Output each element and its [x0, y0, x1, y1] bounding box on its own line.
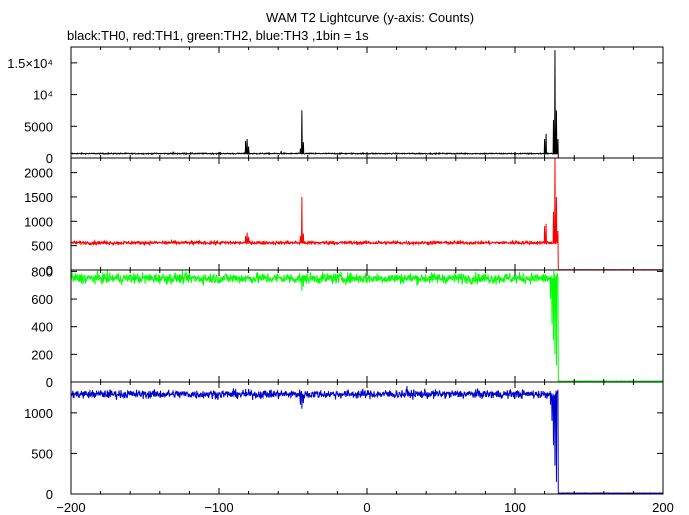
chart-subtitle: black:TH0, red:TH1, green:TH2, blue:TH3 … [67, 28, 369, 43]
x-tick-label: −100 [204, 500, 233, 515]
y-tick-label: 2000 [24, 166, 53, 181]
y-tick-label: 0 [46, 151, 53, 166]
chart-title: WAM T2 Lightcurve (y-axis: Counts) [266, 10, 474, 25]
y-tick-label: 0 [46, 487, 53, 502]
y-tick-label: 1000 [24, 214, 53, 229]
y-tick-label: 1500 [24, 190, 53, 205]
x-tick-label: 0 [363, 500, 370, 515]
panel-frame-4 [70, 381, 664, 495]
x-tick-label: 200 [652, 500, 674, 515]
y-tick-label: 400 [31, 320, 53, 335]
series-line-th0 [70, 50, 664, 159]
y-tick-label: 1000 [24, 406, 53, 421]
y-tick-label: 200 [31, 347, 53, 362]
y-tick-label: 800 [31, 264, 53, 279]
series-line-th1 [70, 157, 664, 271]
plot-area: 0500010⁴1.5×10⁴0500100015002000020040060… [7, 46, 674, 515]
x-tick-label: 100 [504, 500, 526, 515]
y-tick-label: 1.5×10⁴ [7, 56, 53, 71]
y-tick-label: 500 [31, 446, 53, 461]
y-tick-label: 0 [46, 263, 53, 278]
panel-frame-3 [70, 269, 664, 383]
y-tick-label: 10⁴ [33, 88, 53, 103]
y-tick-label: 600 [31, 292, 53, 307]
panel-frame-1 [70, 46, 664, 159]
y-tick-label: 0 [46, 375, 53, 390]
panel-frame-2 [70, 157, 664, 271]
series-line-th2 [70, 270, 664, 382]
y-tick-label: 5000 [24, 119, 53, 134]
series-line-th3 [70, 386, 664, 494]
y-tick-label: 500 [31, 239, 53, 254]
x-tick-label: −200 [56, 500, 85, 515]
